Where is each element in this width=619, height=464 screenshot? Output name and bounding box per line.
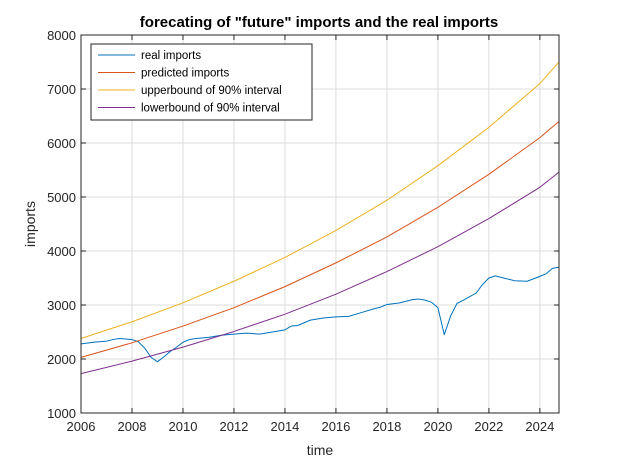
legend-entry: real imports — [141, 50, 201, 62]
chart-title: forecating of "future" imports and the r… — [140, 14, 498, 31]
x-tick-label: 2012 — [219, 419, 248, 434]
y-tick-label: 3000 — [47, 298, 76, 313]
axis-ticks: 2006 2008 2010 2012 2014 2016 2018 2020 2022 2024… — [47, 28, 559, 434]
legend-entry: upperbound of 90% interval — [141, 85, 282, 97]
y-axis-label: imports — [22, 201, 38, 247]
x-tick-label: 2016 — [321, 419, 350, 434]
axes-box — [80, 34, 560, 414]
y-tick-label: 5000 — [47, 190, 76, 205]
x-tick-label: 2018 — [372, 419, 401, 434]
series-line-3 — [80, 61, 560, 339]
legend: real imports predicted imports upperbound … — [90, 43, 313, 121]
x-tick-label: 2006 — [67, 419, 96, 434]
x-tick-label: 2020 — [423, 419, 452, 434]
y-tick-label: 8000 — [47, 28, 76, 43]
series-line-4 — [80, 171, 560, 375]
y-tick-label: 7000 — [47, 82, 76, 97]
y-tick-label: 2000 — [47, 352, 76, 367]
y-tick-label: 1000 — [47, 406, 76, 421]
series-line-1 — [80, 266, 560, 363]
x-tick-label: 2022 — [474, 419, 503, 434]
series-layer — [80, 61, 560, 375]
x-tick-label: 2008 — [118, 419, 147, 434]
x-tick-label: 2024 — [525, 419, 554, 434]
y-tick-label: 4000 — [47, 244, 76, 259]
legend-entry: lowerbound of 90% interval — [141, 103, 280, 115]
x-tick-label: 2010 — [169, 419, 198, 434]
legend-entry: predicted imports — [141, 68, 229, 80]
x-axis-label: time — [307, 442, 334, 458]
y-tick-label: 6000 — [47, 136, 76, 151]
x-tick-label: 2014 — [270, 419, 299, 434]
series-line-2 — [80, 121, 560, 358]
